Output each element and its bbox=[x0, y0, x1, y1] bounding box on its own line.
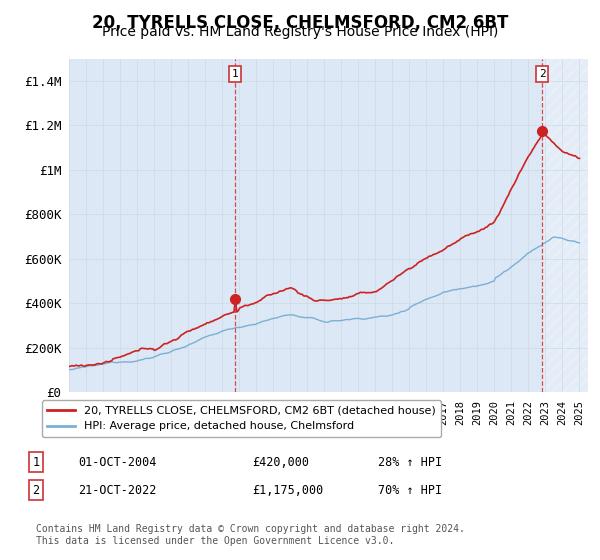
Text: Contains HM Land Registry data © Crown copyright and database right 2024.
This d: Contains HM Land Registry data © Crown c… bbox=[36, 524, 465, 546]
Legend: 20, TYRELLS CLOSE, CHELMSFORD, CM2 6BT (detached house), HPI: Average price, det: 20, TYRELLS CLOSE, CHELMSFORD, CM2 6BT (… bbox=[41, 400, 441, 437]
Text: 21-OCT-2022: 21-OCT-2022 bbox=[78, 483, 157, 497]
Text: 28% ↑ HPI: 28% ↑ HPI bbox=[378, 455, 442, 469]
Text: Price paid vs. HM Land Registry's House Price Index (HPI): Price paid vs. HM Land Registry's House … bbox=[102, 25, 498, 39]
Bar bbox=[542, 59, 588, 392]
Text: £1,175,000: £1,175,000 bbox=[252, 483, 323, 497]
Text: 1: 1 bbox=[32, 455, 40, 469]
Text: 2: 2 bbox=[539, 69, 545, 79]
Text: 70% ↑ HPI: 70% ↑ HPI bbox=[378, 483, 442, 497]
Text: £420,000: £420,000 bbox=[252, 455, 309, 469]
Text: 1: 1 bbox=[232, 69, 238, 79]
Text: 20, TYRELLS CLOSE, CHELMSFORD, CM2 6BT: 20, TYRELLS CLOSE, CHELMSFORD, CM2 6BT bbox=[92, 14, 508, 32]
Text: 2: 2 bbox=[32, 483, 40, 497]
Text: 01-OCT-2004: 01-OCT-2004 bbox=[78, 455, 157, 469]
